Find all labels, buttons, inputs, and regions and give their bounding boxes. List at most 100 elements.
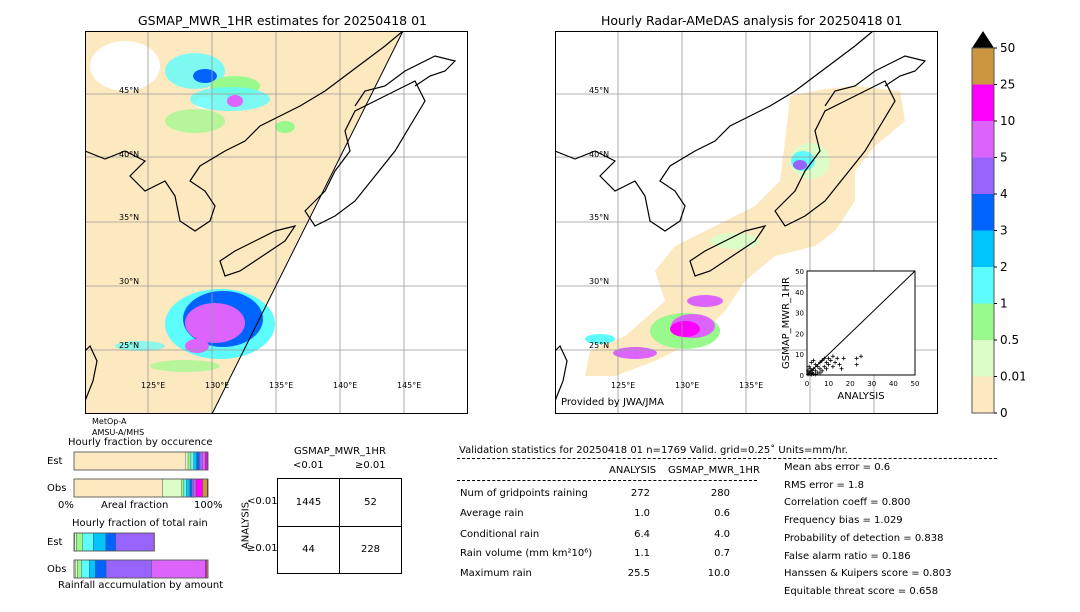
col-label: <0.01 bbox=[293, 460, 324, 471]
occurrence-bars bbox=[73, 451, 209, 498]
right-map-title: Hourly Radar-AMeDAS analysis for 2025041… bbox=[601, 13, 903, 28]
bar-segment-obs bbox=[202, 478, 208, 498]
y-tick-label: 0 bbox=[800, 372, 804, 380]
bar-segment-obs bbox=[205, 559, 207, 579]
bar-segment-obs bbox=[151, 559, 206, 579]
stat-label: Rain volume (mm km²10⁶) bbox=[460, 548, 593, 559]
stat-analysis: 272 bbox=[630, 488, 650, 499]
scatter-point bbox=[859, 354, 863, 359]
rain-areas-left bbox=[90, 41, 295, 372]
colorbar-segment bbox=[972, 84, 994, 121]
row-label: ≥0.01 bbox=[247, 543, 278, 554]
x-tick-100: 100% bbox=[194, 500, 223, 511]
scatter-point bbox=[809, 372, 814, 377]
lat-label: 35°N bbox=[119, 213, 140, 222]
stats-header: Validation statistics for 20250418 01 n=… bbox=[459, 445, 848, 456]
scatter-point bbox=[830, 364, 835, 369]
bar-segment-est bbox=[193, 451, 197, 471]
bar-segment-est bbox=[199, 451, 203, 471]
cell-miss: 44 bbox=[302, 544, 315, 555]
scatter-inset: 00 10 10 20 20 30 30 40 40 50 50 ANALYSIS GSMAP_MWR_… bbox=[781, 268, 919, 402]
scatter-point bbox=[854, 362, 859, 367]
colorbar-tick-label: 10 bbox=[1000, 114, 1015, 128]
lon-label: 130°E bbox=[205, 381, 230, 390]
stat-analysis: 1.0 bbox=[634, 508, 650, 519]
colorbar-tick-label: 0.5 bbox=[1000, 333, 1019, 347]
scatter-point bbox=[809, 360, 814, 365]
col-gsmap: GSMAP_MWR_1HR bbox=[668, 465, 760, 476]
cell-hit: 228 bbox=[360, 544, 381, 555]
score-line: Correlation coeff = 0.800 bbox=[784, 497, 911, 509]
cell-false-alarm: 52 bbox=[364, 497, 377, 508]
bar-segment-obs bbox=[186, 478, 191, 498]
stat-gsmap: 4.0 bbox=[714, 529, 730, 540]
bar-segment-est bbox=[187, 451, 192, 471]
score-line: Frequency bias = 1.029 bbox=[784, 515, 903, 527]
bar-segment-obs bbox=[189, 478, 193, 498]
bar-segment-est bbox=[115, 532, 154, 552]
lat-label: 45°N bbox=[119, 86, 140, 95]
scatter-point bbox=[830, 354, 835, 359]
colorbar-tick-label: 0 bbox=[1000, 406, 1008, 418]
colorbar-segment bbox=[972, 121, 994, 158]
bar-frame bbox=[73, 451, 209, 471]
lon-label: 135°E bbox=[739, 381, 764, 390]
diagonal-line bbox=[806, 270, 916, 376]
colorbar-tick-label: 1 bbox=[1000, 297, 1008, 311]
x-tick-label: 40 bbox=[889, 380, 898, 388]
colorbar-tick-label: 4 bbox=[1000, 187, 1008, 201]
bar-segment-est bbox=[196, 451, 200, 471]
total-rain-bars bbox=[73, 532, 209, 579]
lon-label: 130°E bbox=[675, 381, 700, 390]
colorbar-tick-label: 25 bbox=[1000, 78, 1015, 92]
accumulation-label: Rainfall accumulation by amount bbox=[58, 580, 224, 591]
scatter-point bbox=[813, 372, 818, 377]
scatter-point bbox=[839, 366, 844, 371]
coastline-left bbox=[85, 31, 457, 402]
score-line: Equitable threat score = 0.658 bbox=[784, 585, 939, 597]
bar-segment-obs bbox=[105, 559, 152, 579]
colorbar-tick-label: 2 bbox=[1000, 260, 1008, 274]
scatter-point bbox=[822, 356, 827, 361]
bar-frame bbox=[73, 532, 155, 552]
bar-segment-obs bbox=[183, 478, 187, 498]
colorbar-tick-label: 50 bbox=[1000, 41, 1015, 55]
bar-segment-est bbox=[190, 451, 194, 471]
areal-fraction-label: Areal fraction bbox=[101, 500, 169, 511]
scatter-point bbox=[828, 358, 833, 363]
scatter-point bbox=[806, 368, 811, 373]
y-tick-label: 10 bbox=[795, 351, 804, 359]
colorbar-segment bbox=[972, 194, 994, 231]
score-line: Hanssen & Kuipers score = 0.803 bbox=[784, 568, 952, 580]
stat-gsmap: 0.6 bbox=[714, 508, 730, 519]
scatter-point bbox=[813, 362, 818, 367]
colorbar-tick-label: 5 bbox=[1000, 151, 1008, 165]
x-tick-label: 0 bbox=[805, 380, 809, 388]
scatter-xlabel: ANALYSIS bbox=[837, 391, 884, 402]
lat-label: 40°N bbox=[589, 150, 610, 159]
colorbar: 0 0.01 0.5 1 2 3 4 5 10 25 50 bbox=[971, 31, 1025, 418]
scatter-point bbox=[822, 364, 827, 369]
y-tick-label: 30 bbox=[795, 310, 804, 318]
lat-label: 25°N bbox=[119, 341, 140, 350]
coastline-right bbox=[555, 31, 927, 402]
stat-label: Conditional rain bbox=[460, 529, 540, 540]
scatter-point bbox=[815, 364, 820, 369]
col-label: ≥0.01 bbox=[355, 460, 386, 471]
stat-analysis: 6.4 bbox=[634, 529, 650, 540]
bar-segment-est bbox=[73, 451, 186, 471]
colorbar-tick-label: 0.01 bbox=[1000, 370, 1025, 384]
lon-label: 125°E bbox=[141, 381, 166, 390]
colorbar-segment bbox=[972, 230, 994, 267]
scatter-point bbox=[826, 362, 831, 367]
scatter-point bbox=[837, 362, 842, 367]
contingency-title: GSMAP_MWR_1HR bbox=[294, 446, 386, 457]
left-map bbox=[85, 31, 468, 415]
bar-segment-obs bbox=[89, 559, 96, 579]
stat-label: Num of gridpoints raining bbox=[460, 488, 588, 499]
scatter-point bbox=[808, 366, 813, 371]
obs-label: Obs bbox=[47, 483, 67, 494]
stat-analysis: 25.5 bbox=[627, 568, 650, 579]
graticule-left bbox=[85, 31, 468, 414]
